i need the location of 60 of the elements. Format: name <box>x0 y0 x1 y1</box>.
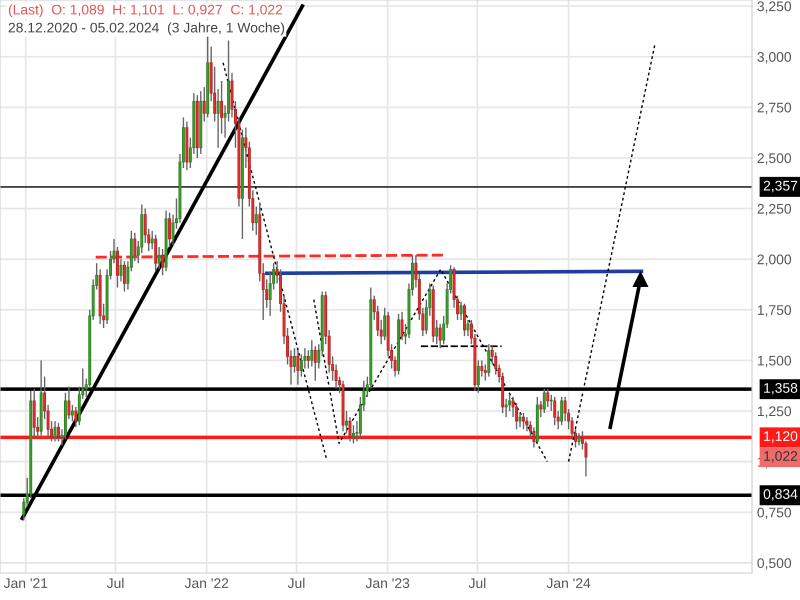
candlestick <box>504 398 508 418</box>
x-tick-label: Jan '23 <box>366 578 410 588</box>
y-tick-label: 2,750 <box>758 102 792 114</box>
candlestick <box>484 364 487 382</box>
chart-title: (Last) O: 1,089 H: 1,101 L: 0,927 C: 1,022 <box>8 4 282 18</box>
candlestick <box>306 350 310 370</box>
candlestick <box>161 248 164 276</box>
x-tick-label: Jul <box>468 578 486 588</box>
candlestick <box>466 319 470 337</box>
candlestick <box>553 396 556 426</box>
candlestick <box>119 258 122 282</box>
y-tick-label: 2,250 <box>758 204 792 216</box>
ref-line-label: 2,357 <box>764 180 798 192</box>
candlestick <box>74 406 78 428</box>
ref-line-label: 1,120 <box>764 431 798 443</box>
x-tick-label: Jan '22 <box>184 578 228 588</box>
candlestick <box>539 400 542 418</box>
candlestick <box>542 388 546 414</box>
candlestick <box>560 396 564 426</box>
x-tick-label: Jan '21 <box>4 578 48 588</box>
y-tick-label: 0,750 <box>757 508 792 520</box>
candlestick <box>296 350 300 386</box>
y-tick-label: 3,000 <box>757 52 792 64</box>
y-tick-label: 3,250 <box>757 1 792 13</box>
candlestick <box>578 432 580 446</box>
candlestick <box>216 88 220 148</box>
y-tick-label: 1,250 <box>758 406 792 418</box>
candlestick <box>460 300 462 321</box>
y-tick-label: 1,750 <box>758 305 792 317</box>
candlestick <box>168 212 171 248</box>
candlestick <box>345 410 348 434</box>
candlestick <box>158 246 161 270</box>
x-tick-label: Jan '24 <box>546 578 590 588</box>
candlestick <box>122 260 126 292</box>
x-tick-label: Jul <box>288 578 304 588</box>
ref-line-label: 1,358 <box>764 383 798 395</box>
candlestick <box>522 412 525 430</box>
candlestick <box>352 424 355 444</box>
candlestick <box>476 360 480 394</box>
candlestick <box>150 230 154 250</box>
y-tick-label: 2,000 <box>758 254 792 266</box>
y-tick-label: 1,500 <box>758 356 792 368</box>
ref-line-label: 0,834 <box>764 489 798 501</box>
candlestick <box>400 311 404 341</box>
candlestick <box>292 348 296 374</box>
candlestick <box>133 232 136 262</box>
candlestick <box>54 420 56 442</box>
text: 28.12.2020 - 05.02.2024 (3 Jahre, 1 Woche) <box>8 22 284 36</box>
x-tick-label: Jul <box>106 578 124 588</box>
candlestick <box>67 386 70 420</box>
y-tick-label: 2,500 <box>758 153 792 165</box>
candlestick <box>70 404 74 422</box>
candlestick <box>438 323 442 349</box>
candlestick <box>57 422 60 442</box>
text: 1,022 <box>764 451 798 463</box>
candlestick <box>310 339 314 368</box>
y-tick-label: 0,500 <box>757 558 792 570</box>
candlestick <box>518 412 522 428</box>
candlestick <box>480 360 484 378</box>
candlestick <box>383 307 386 341</box>
